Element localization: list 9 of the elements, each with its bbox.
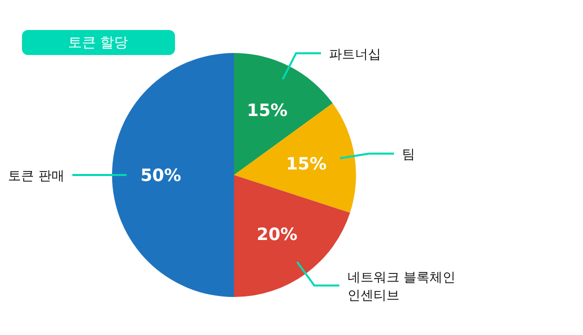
data-label: 50% [140, 166, 182, 186]
slice-label: 파트너십 [329, 47, 382, 62]
data-label: 15% [286, 154, 327, 175]
data-label: 20% [256, 225, 298, 246]
slice-label: 팀 [402, 148, 415, 163]
slice-label: 토큰 판매 [8, 169, 64, 184]
slice-label: 네트워크 블록체인 인센티브 [347, 270, 456, 304]
chart-title: 토큰 할당 [68, 35, 128, 51]
data-label: 15% [246, 100, 288, 121]
